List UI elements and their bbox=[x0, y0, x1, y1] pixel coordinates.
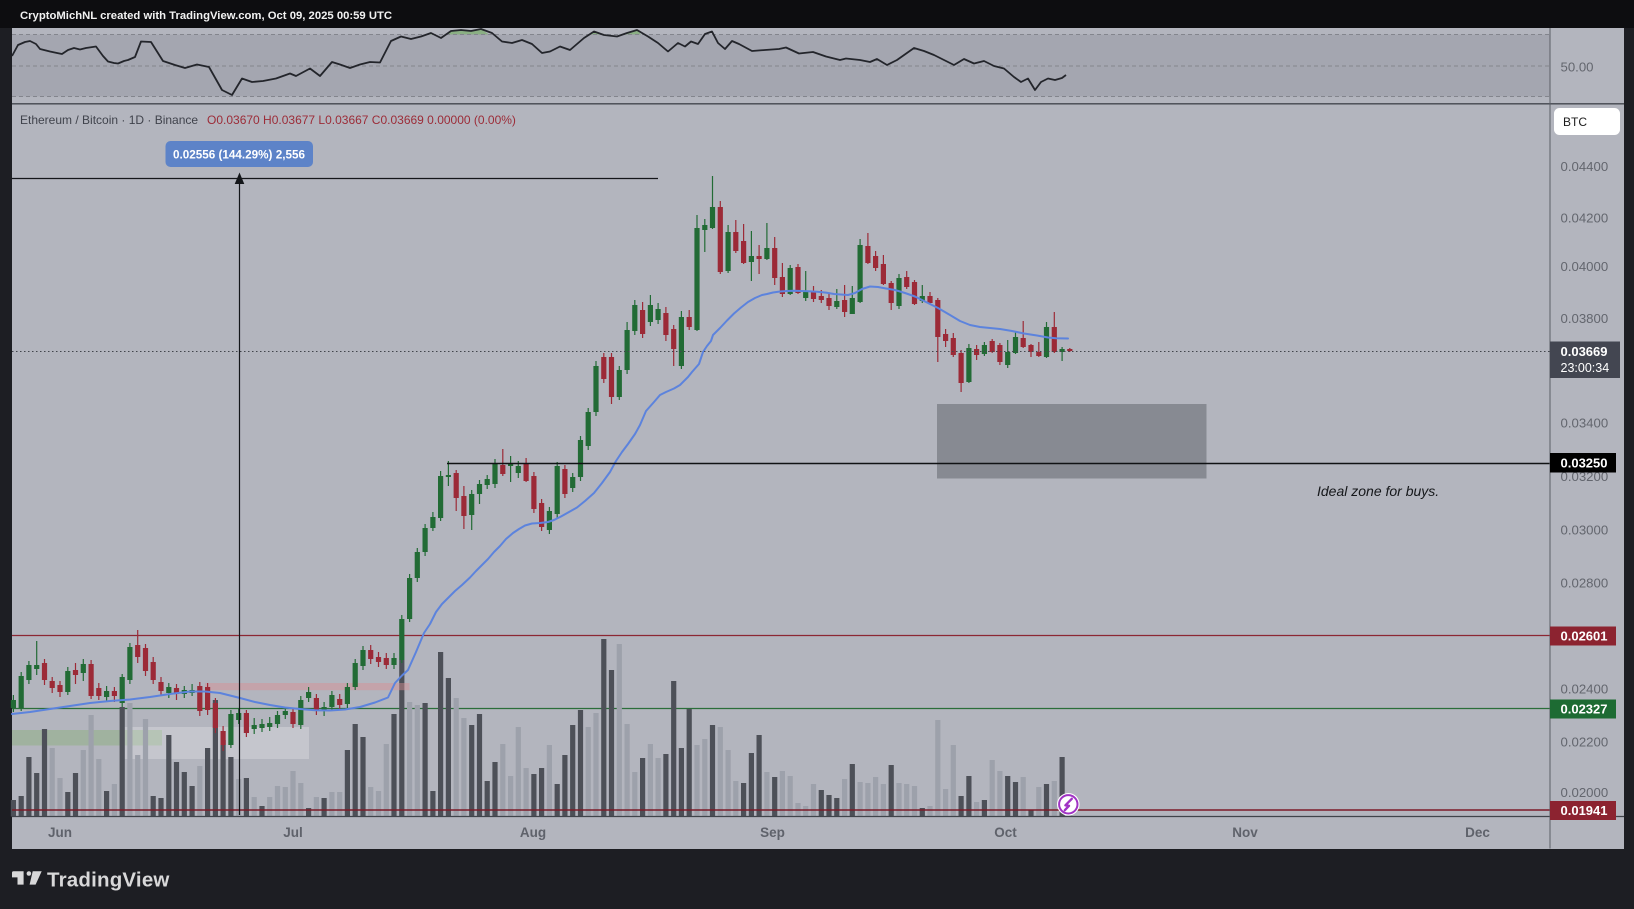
svg-text:Ethereum / Bitcoin · 1D · Bina: Ethereum / Bitcoin · 1D · Binance bbox=[20, 113, 198, 127]
svg-text:CryptoMichNL created with Trad: CryptoMichNL created with TradingView.co… bbox=[20, 10, 392, 22]
svg-text:BTC: BTC bbox=[1563, 115, 1587, 129]
svg-text:0.03400: 0.03400 bbox=[1561, 416, 1609, 431]
svg-text:Ideal zone for buys.: Ideal zone for buys. bbox=[1317, 483, 1439, 499]
svg-text:50.00: 50.00 bbox=[1561, 60, 1594, 75]
svg-text:Aug: Aug bbox=[520, 825, 546, 840]
svg-text:Jul: Jul bbox=[283, 825, 303, 840]
svg-text:Jun: Jun bbox=[48, 825, 72, 840]
svg-text:0.04000: 0.04000 bbox=[1561, 259, 1609, 274]
svg-text:0.01941: 0.01941 bbox=[1561, 803, 1608, 818]
svg-text:0.02800: 0.02800 bbox=[1561, 576, 1609, 591]
svg-text:O0.03670 H0.03677 L0.03667: O0.03670 H0.03677 L0.03667 C0.03669 0.00… bbox=[207, 113, 516, 127]
svg-text:0.02601: 0.02601 bbox=[1561, 629, 1608, 644]
svg-text:0.02000: 0.02000 bbox=[1561, 785, 1609, 800]
svg-text:0.02200: 0.02200 bbox=[1561, 735, 1609, 750]
svg-text:0.02327: 0.02327 bbox=[1561, 702, 1608, 717]
svg-text:0.03000: 0.03000 bbox=[1561, 523, 1609, 538]
svg-text:23:00:34: 23:00:34 bbox=[1561, 361, 1610, 375]
svg-text:0.02400: 0.02400 bbox=[1561, 682, 1609, 697]
svg-text:0.03200: 0.03200 bbox=[1561, 469, 1609, 484]
svg-text:Dec: Dec bbox=[1465, 825, 1490, 840]
svg-text:0.03250: 0.03250 bbox=[1561, 456, 1608, 471]
svg-text:TradingView: TradingView bbox=[47, 869, 170, 892]
svg-text:0.03800: 0.03800 bbox=[1561, 311, 1609, 326]
svg-text:0.02556 (144.29%) 2,556: 0.02556 (144.29%) 2,556 bbox=[173, 149, 305, 162]
svg-text:Sep: Sep bbox=[760, 825, 785, 840]
svg-text:0.04200: 0.04200 bbox=[1561, 211, 1609, 226]
svg-text:Nov: Nov bbox=[1232, 825, 1258, 840]
svg-text:Oct: Oct bbox=[994, 825, 1017, 840]
svg-text:0.04400: 0.04400 bbox=[1561, 159, 1609, 174]
svg-text:0.03669: 0.03669 bbox=[1561, 344, 1608, 359]
